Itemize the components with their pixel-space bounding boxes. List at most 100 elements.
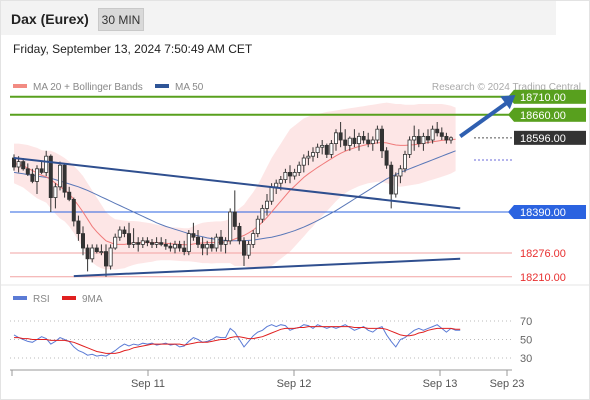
level-badge-2 [514, 130, 586, 145]
rsi-legend-swatch-0 [13, 296, 27, 300]
candle [48, 155, 53, 198]
legend-label-1: MA 50 [175, 82, 204, 93]
legend-swatch-0 [13, 84, 27, 88]
candle [30, 173, 35, 182]
candle [416, 135, 421, 144]
legend-label-0: MA 20 + Bollinger Bands [33, 82, 143, 93]
candle [177, 243, 182, 249]
candle [435, 128, 440, 134]
candle [154, 242, 159, 245]
candle [209, 243, 214, 249]
level-badge-tip-1 [508, 107, 514, 122]
candle [292, 171, 297, 177]
candle [269, 186, 274, 202]
candle [347, 137, 352, 146]
candle [108, 247, 113, 267]
x-tick-label-1: Sep 12 [277, 378, 312, 390]
level-badge-1 [514, 107, 586, 122]
candle [205, 243, 210, 249]
candle [402, 153, 407, 170]
candle [136, 242, 141, 245]
trendline-lower-channel [73, 257, 461, 278]
rsi-legend-label-1: 9MA [82, 294, 103, 305]
candle [53, 186, 58, 199]
candle [232, 211, 237, 227]
candle [251, 233, 256, 245]
candle [361, 135, 366, 141]
candle [85, 247, 90, 260]
instrument-title: Dax (Eurex) [11, 11, 89, 27]
projection-arrow-head [500, 95, 516, 110]
candle [333, 132, 338, 145]
rsi-ma-line [14, 326, 461, 354]
rsi-tick-2: 30 [520, 353, 532, 365]
candle [324, 144, 329, 155]
legend-swatch-1 [155, 84, 169, 88]
candle [39, 168, 44, 173]
candle [214, 236, 219, 249]
credit-text: Research © 2024 Trading Central [432, 82, 581, 93]
candle [306, 155, 311, 159]
candle [241, 240, 246, 256]
candle [278, 179, 283, 184]
candle [398, 168, 403, 177]
rsi-legend-swatch-1 [62, 296, 76, 300]
trendline-upper-channel [13, 157, 461, 210]
candle [412, 135, 417, 141]
candle [223, 240, 228, 245]
candle [149, 242, 154, 245]
candle [62, 164, 67, 193]
candle [407, 139, 412, 155]
ma50-line [13, 150, 456, 242]
candle [421, 135, 426, 144]
candle [94, 247, 99, 252]
candle [389, 164, 394, 195]
candle [11, 157, 16, 168]
candle [264, 200, 269, 209]
candle [310, 152, 315, 157]
candle [283, 171, 288, 180]
candle [375, 128, 380, 141]
candle [287, 171, 292, 177]
x-tick-label-2: Sep 13 [423, 378, 458, 390]
candle [16, 161, 21, 168]
level-label-5: 18210.00 [520, 272, 566, 284]
candle [67, 191, 72, 200]
candle [25, 168, 30, 175]
candle [338, 132, 343, 141]
candle [163, 243, 168, 247]
candle [274, 182, 279, 188]
level-label-4: 18276.00 [520, 248, 566, 260]
candle [195, 236, 200, 245]
candle [343, 139, 348, 146]
candle [122, 229, 127, 234]
candle [90, 247, 95, 260]
candle [131, 242, 136, 245]
candle [366, 139, 371, 144]
candle [444, 135, 449, 141]
candle [145, 240, 150, 244]
candle [448, 137, 453, 141]
candle [246, 243, 251, 256]
level-label-2: 18596.00 [520, 133, 566, 145]
candle [320, 144, 325, 148]
x-tick-label-0: Sep 11 [131, 378, 165, 390]
candle [200, 243, 205, 249]
candle [58, 164, 63, 188]
candle [159, 242, 164, 245]
candle [81, 233, 86, 249]
timeframe-button[interactable]: 30 MIN [98, 8, 144, 31]
candle [260, 207, 265, 220]
candle [117, 229, 122, 238]
level-label-0: 18710.00 [520, 92, 566, 104]
candle [44, 155, 49, 173]
rsi-tick-0: 70 [520, 316, 532, 328]
candle [182, 247, 187, 252]
level-badge-3 [514, 205, 586, 219]
candle [379, 128, 384, 152]
candle [99, 251, 104, 254]
candle [218, 236, 223, 245]
level-badge-tip-3 [508, 205, 514, 219]
candle [172, 243, 177, 249]
